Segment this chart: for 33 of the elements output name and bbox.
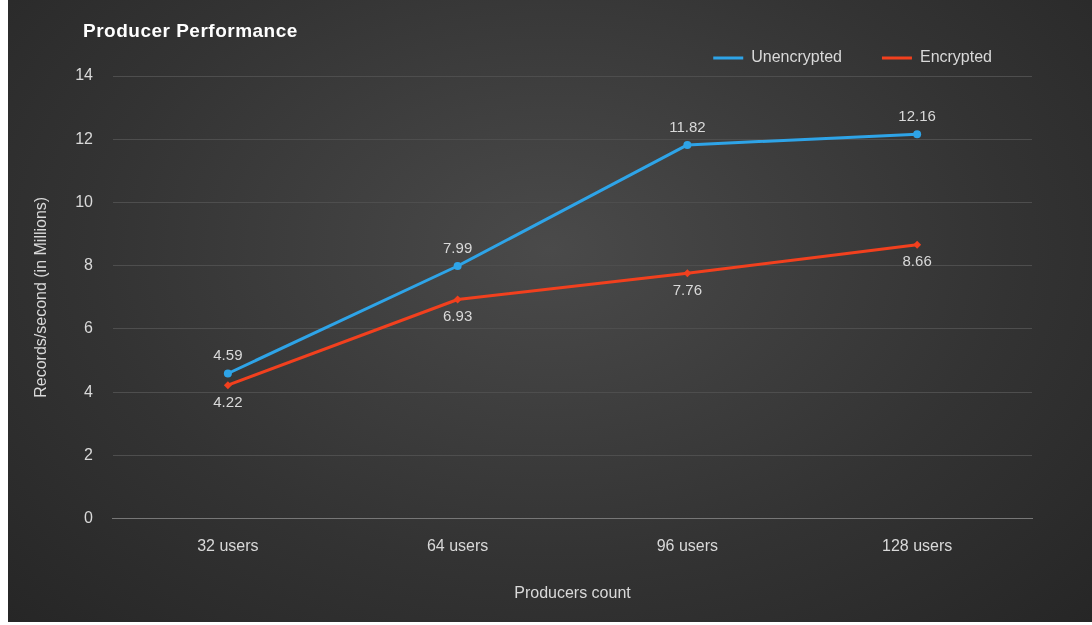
y-tick-label: 4 [84,382,94,400]
y-axis-title: Records/second (in Millions) [32,196,50,398]
data-label: 6.93 [443,307,473,325]
x-tick-label: 32 users [197,536,259,554]
y-tick-label: 10 [75,192,94,210]
y-tick-label: 14 [75,66,94,84]
data-label: 7.99 [443,238,473,256]
point [223,369,232,378]
x-axis-title: Producers count [514,583,632,601]
point [223,381,232,390]
point [683,140,692,149]
legend-label: Encrypted [919,48,993,66]
data-label: 12.16 [898,106,936,124]
point [913,240,922,249]
data-label: 4.59 [213,346,243,364]
y-tick-label: 12 [75,129,94,147]
point [913,130,922,139]
legend-label: Unencrypted [751,48,842,66]
y-tick-label: 8 [84,256,94,274]
x-tick-label: 128 users [881,536,953,554]
point [453,295,462,304]
y-tick-label: 6 [84,319,94,337]
data-label: 8.66 [902,252,932,270]
data-label: 11.82 [669,117,706,135]
x-tick-label: 64 users [426,536,489,554]
data-label: 7.76 [672,280,702,298]
x-tick-label: 96 users [656,536,719,554]
point [683,269,692,278]
point [453,262,462,270]
y-tick-label: 0 [84,509,94,527]
y-tick-label: 2 [84,445,94,463]
data-label: 4.22 [213,392,243,410]
chart-title: Producer Performance [83,20,298,42]
